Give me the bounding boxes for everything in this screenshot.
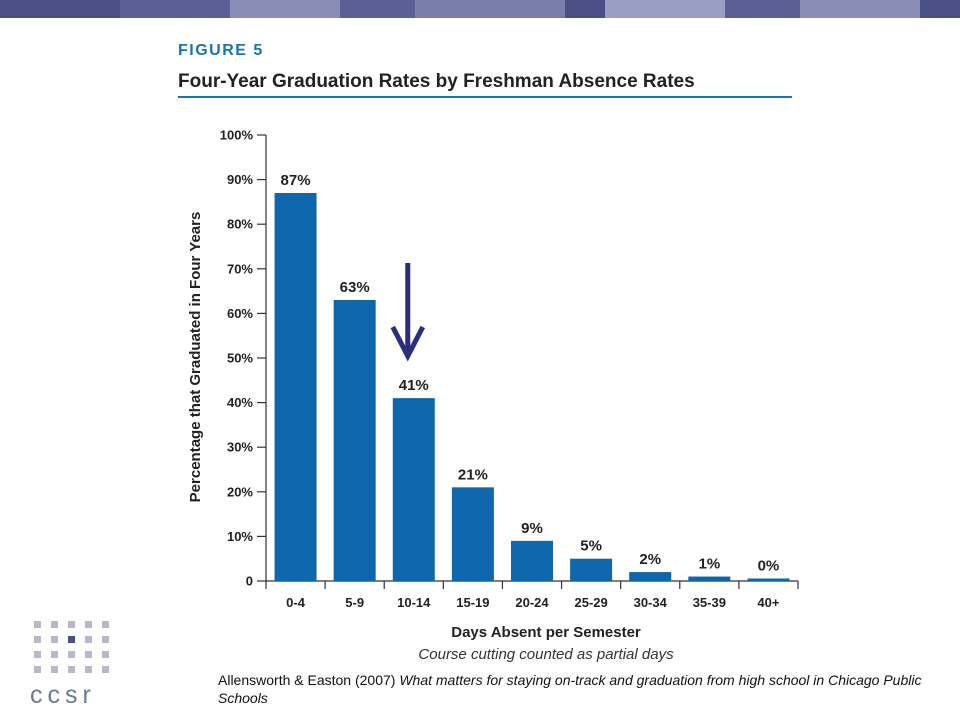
y-tick-label: 70%	[227, 261, 253, 276]
bar-40+	[747, 578, 790, 581]
x-tick-label: 30-34	[634, 595, 668, 610]
logo-dot	[102, 651, 109, 658]
citation-work: What matters for staying on-track and gr…	[218, 672, 922, 706]
logo-dot	[51, 621, 58, 628]
logo-dot	[34, 621, 41, 628]
logo-dot	[68, 651, 75, 658]
logo-dot	[85, 666, 92, 673]
y-tick-label: 30%	[227, 440, 253, 455]
citation-authors: Allensworth & Easton (2007)	[218, 672, 400, 688]
top-decorative-bar	[0, 0, 960, 18]
value-label: 41%	[399, 377, 429, 394]
top-bar-segment	[800, 0, 920, 18]
ccsr-logo	[34, 621, 109, 673]
y-tick-label: 100%	[220, 128, 254, 143]
logo-dot	[68, 636, 75, 643]
y-axis: 0 10% 20% 30% 40% 50% 60% 70% 80% 90% 100%	[220, 128, 267, 589]
logo-dot	[102, 666, 109, 673]
top-bar-segment	[565, 0, 605, 18]
top-bar-segment	[230, 0, 340, 18]
bar-35-39	[688, 576, 731, 581]
x-tick-label: 15-19	[456, 595, 489, 610]
x-axis-note: Course cutting counted as partial days	[418, 646, 674, 663]
y-tick-label: 40%	[227, 395, 253, 410]
logo-dot	[102, 636, 109, 643]
x-tick-label: 35-39	[693, 595, 726, 610]
citation: Allensworth & Easton (2007) What matters…	[218, 671, 938, 707]
x-tick-label: 5-9	[345, 595, 364, 610]
top-bar-segment	[605, 0, 725, 18]
logo-dot	[34, 651, 41, 658]
data-labels: 87% 0-4 63% 5-9 41% 10-14 21% 15-19 9% 20-24 5% 25-…	[281, 172, 780, 610]
value-label: 2%	[639, 551, 661, 568]
value-label: 87%	[281, 172, 311, 189]
logo-dot	[102, 621, 109, 628]
logo-dot	[34, 636, 41, 643]
value-label: 63%	[340, 279, 370, 296]
x-axis	[265, 580, 799, 589]
bars	[274, 192, 790, 582]
logo-dot	[68, 666, 75, 673]
bar-10-14	[392, 398, 435, 581]
logo-dot	[85, 651, 92, 658]
y-tick-label: 20%	[227, 484, 253, 499]
bar-20-24	[511, 540, 553, 581]
logo-dot	[51, 651, 58, 658]
logo-dot	[34, 666, 41, 673]
top-bar-segment	[0, 0, 120, 18]
figure-title: Four-Year Graduation Rates by Freshman A…	[178, 71, 695, 92]
top-bar-segment	[920, 0, 960, 18]
title-underline	[178, 96, 792, 98]
x-tick-label: 25-29	[574, 595, 607, 610]
logo-dot	[51, 666, 58, 673]
y-tick-label: 0	[246, 574, 253, 589]
x-axis-title: Days Absent per Semester	[451, 624, 641, 641]
top-bar-segment	[725, 0, 800, 18]
y-tick-label: 80%	[227, 217, 253, 232]
x-tick-label: 10-14	[397, 595, 431, 610]
top-bar-segment	[120, 0, 230, 18]
x-tick-label: 0-4	[286, 595, 306, 610]
logo-dot	[85, 621, 92, 628]
figure-label: FIGURE 5	[178, 42, 264, 59]
y-tick-label: 90%	[227, 172, 253, 187]
bar-15-19	[451, 487, 494, 581]
top-bar-segment	[415, 0, 565, 18]
logo-dot	[51, 636, 58, 643]
y-axis-title: Percentage that Graduated in Four Years	[187, 212, 204, 503]
x-tick-label: 20-24	[515, 595, 549, 610]
y-tick-label: 60%	[227, 306, 253, 321]
top-bar-segment	[340, 0, 415, 18]
y-tick-label: 10%	[227, 529, 253, 544]
arrow-head	[390, 325, 425, 362]
bar-5-9	[333, 300, 376, 581]
x-tick-label: 40+	[757, 595, 779, 610]
logo-wordmark: ccsr	[30, 681, 96, 709]
bar-0-4	[274, 192, 317, 582]
bar-30-34	[629, 572, 672, 581]
value-label: 5%	[580, 538, 602, 555]
value-label: 9%	[521, 520, 543, 537]
y-tick-label: 50%	[227, 351, 253, 366]
value-label: 0%	[758, 558, 780, 575]
logo-dot	[68, 621, 75, 628]
down-arrow-icon	[390, 263, 425, 362]
value-label: 1%	[698, 556, 720, 573]
logo-dot	[85, 636, 92, 643]
bar-25-29	[570, 558, 613, 581]
value-label: 21%	[458, 466, 488, 483]
